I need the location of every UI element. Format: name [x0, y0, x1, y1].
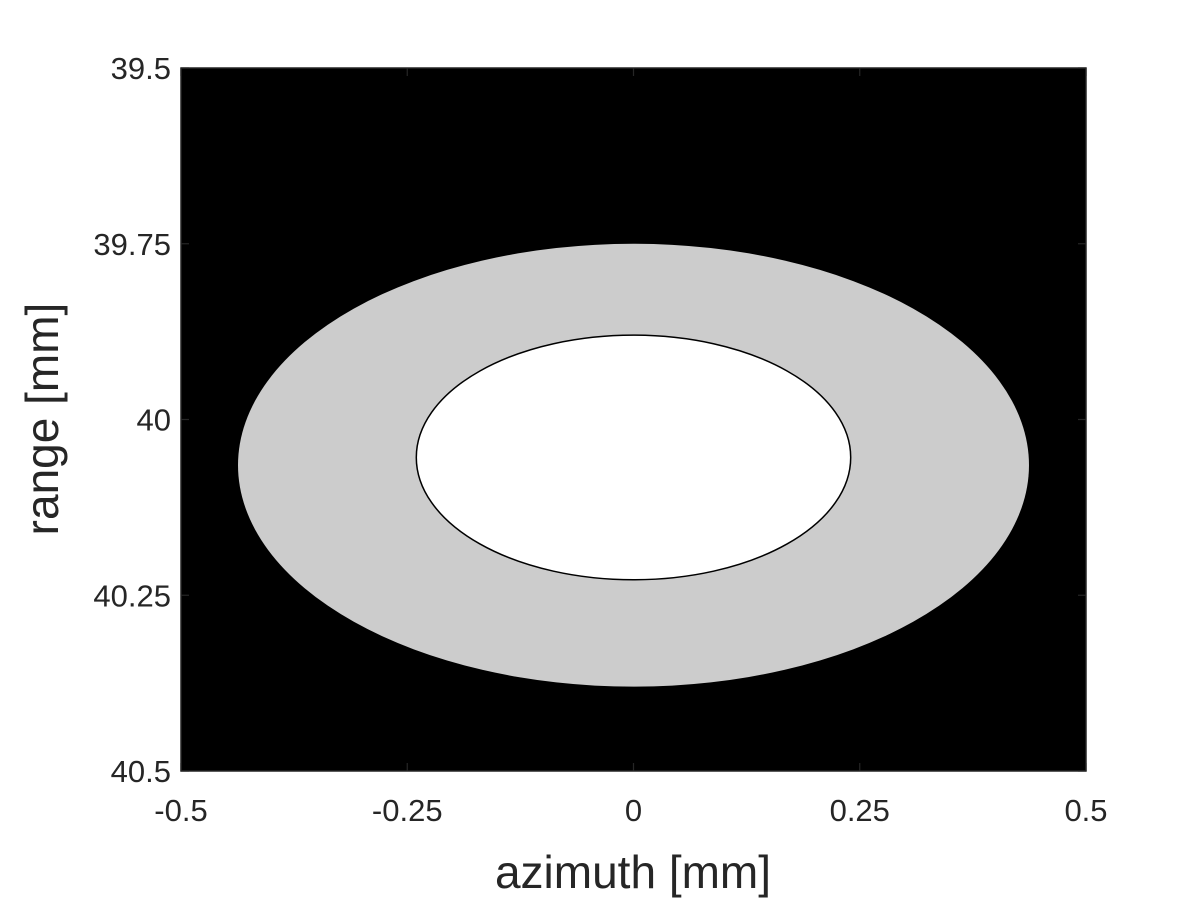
y-tick-label: 40.25 — [93, 578, 171, 613]
plot-area-frame — [180, 67, 1087, 772]
region-inner — [415, 334, 852, 581]
y-tick-labels: 39.5 39.75 40 40.25 40.5 — [93, 51, 171, 789]
y-tick-label: 39.5 — [111, 51, 171, 86]
x-tick-label: 0.25 — [830, 793, 890, 828]
x-axis-title: azimuth [mm] — [495, 846, 771, 898]
x-tick-label: -0.25 — [372, 793, 443, 828]
x-tick-label: 0 — [625, 793, 642, 828]
x-tick-label: 0.5 — [1064, 793, 1107, 828]
regions-layer — [238, 243, 1029, 687]
y-tick-label: 39.75 — [93, 227, 171, 262]
y-axis-title: range [mm] — [16, 303, 68, 536]
x-tick-labels: -0.5 -0.25 0 0.25 0.5 — [154, 793, 1107, 828]
y-tick-label: 40.5 — [111, 754, 171, 789]
y-tick-label: 40 — [137, 403, 171, 438]
x-tick-label: -0.5 — [154, 793, 207, 828]
